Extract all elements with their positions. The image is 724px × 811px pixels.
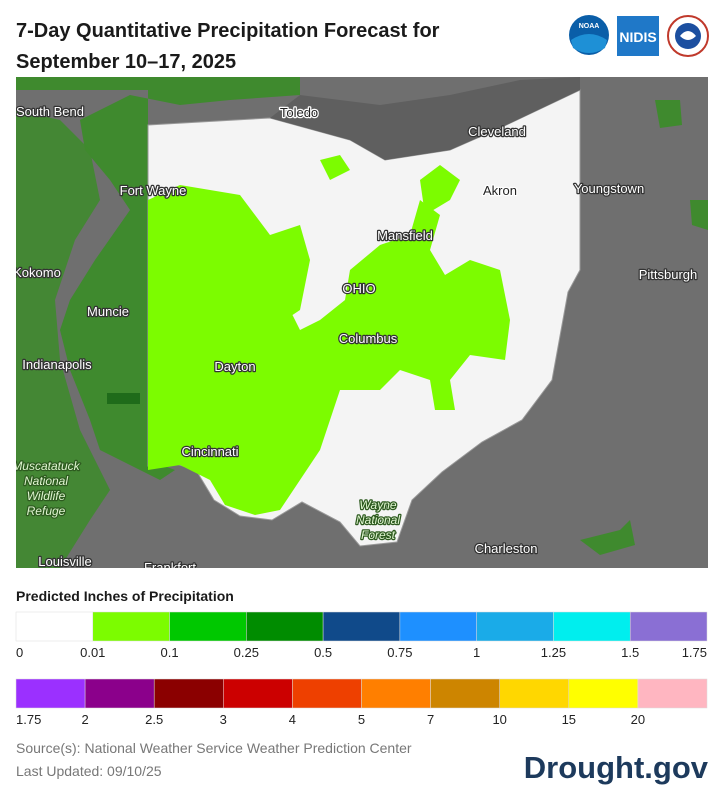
legend-label: 1.25 [541,645,566,660]
legend-swatch [292,678,362,709]
legend-swatch [553,611,631,642]
place-label: Toledo [280,105,318,120]
legend-swatch [361,678,431,709]
legend-label: 15 [562,712,576,727]
title-line: 7-Day Quantitative Precipitation Forecas… [16,20,440,42]
legend-label: 0.75 [387,645,412,660]
legend-swatch [476,611,554,642]
legend-label: 3 [220,712,227,727]
park-label: National [356,513,400,527]
legend-label: 10 [492,712,506,727]
place-label: South Bend [16,104,84,119]
park-label: Muscatatuck [12,459,80,473]
place-label: Pittsburgh [639,267,698,282]
legend-label: 0.5 [314,645,332,660]
place-label: Youngstown [574,181,644,196]
legend-label: 1.75 [682,645,707,660]
logo-noaa: NOAA [569,15,609,55]
place-label: Frankfort [144,560,196,575]
legend-swatch [153,678,224,709]
place-label: Fort Wayne [120,183,187,198]
legend-label: 0 [16,645,23,660]
place-label: Charleston [475,541,538,556]
legend-swatch [430,678,500,709]
legend-swatch [568,678,639,709]
place-label: Kokomo [13,265,61,280]
legend-label: 7 [427,712,434,727]
place-label: Columbus [339,331,398,346]
legend-title: Predicted Inches of Precipitation [16,588,234,604]
legend-label: 1.75 [16,712,41,727]
legend-label: 1 [473,645,480,660]
legend-label: 0.1 [161,645,179,660]
brand: Drought.gov [524,750,709,785]
legend-swatch [399,611,477,642]
legend-swatch [499,678,570,709]
legend-label: 2.5 [145,712,163,727]
legend-swatch [223,678,293,709]
place-label: Indianapolis [22,357,92,372]
source: Source(s): National Weather Service Weat… [16,740,412,756]
title-line: September 10–17, 2025 [16,51,236,73]
logo-text: NIDIS [619,29,656,45]
place-label: Akron [483,183,517,198]
legend-label: 20 [631,712,645,727]
park-label: Wayne [359,498,396,512]
place-label: Cincinnati [181,444,238,459]
legend-label: 5 [358,712,365,727]
legend-swatch [629,611,708,642]
legend-label: 4 [289,712,296,727]
legend-swatch [84,678,155,709]
legend-swatch [637,678,708,709]
map: South Bend Toledo Cleveland Fort Wayne Akron… [12,77,708,575]
logo-text: NOAA [579,23,600,30]
park-label: Wildlife [27,489,66,503]
place-label: Louisville [38,554,91,569]
place-label: Mansfield [377,228,433,243]
legend-label: 0.01 [80,645,105,660]
park-label: Refuge [27,504,66,518]
legend-swatch [169,611,247,642]
updated: Last Updated: 09/10/25 [16,763,162,779]
logo-nws [667,15,709,57]
legend-swatch [15,611,94,642]
legend-swatch [15,678,86,709]
park-label: National [24,474,68,488]
legend-swatch [322,611,401,642]
legend-swatch [246,611,324,642]
legend-label: 0.25 [234,645,259,660]
legend-swatch [92,611,170,642]
legend-label: 1.5 [621,645,639,660]
place-label: OHIO [342,281,375,296]
legend-label: 2 [81,712,88,727]
place-label: Muncie [87,304,129,319]
place-label: Dayton [214,359,255,374]
logo-nidis: NIDIS [617,16,659,56]
legend: 0 0.01 0.1 0.25 0.5 0.75 1 1.25 1.5 1.75 1.75 2 2.5 3… [15,611,708,727]
park-label: Forest [361,528,396,542]
place-label: Cleveland [468,124,526,139]
